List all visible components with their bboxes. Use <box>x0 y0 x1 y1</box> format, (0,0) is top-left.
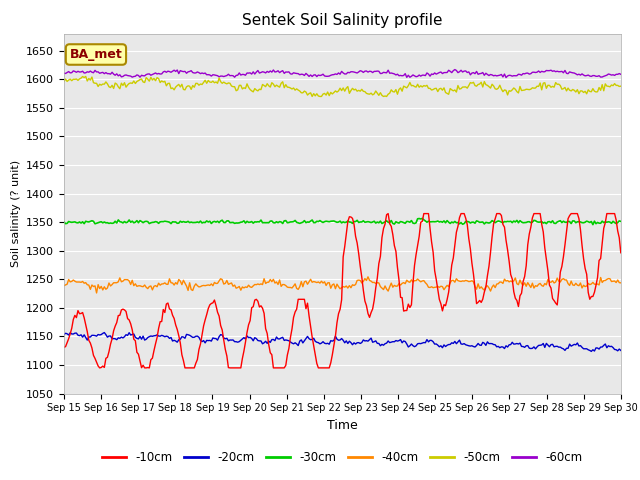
-40cm <box>246 284 254 290</box>
-40cm <box>228 280 236 286</box>
-30cm <box>226 220 234 226</box>
-60cm <box>226 73 234 79</box>
-50cm <box>308 94 316 99</box>
-10cm <box>228 365 236 371</box>
-60cm <box>502 75 510 81</box>
-50cm <box>130 78 138 84</box>
Line: -40cm: -40cm <box>64 277 621 293</box>
-20cm <box>588 348 595 354</box>
-10cm <box>60 345 68 350</box>
-40cm <box>617 280 625 286</box>
-60cm <box>589 72 596 78</box>
-30cm <box>617 218 625 224</box>
-60cm <box>617 72 625 77</box>
-60cm <box>244 70 252 76</box>
-20cm <box>100 330 108 336</box>
-60cm <box>129 74 136 80</box>
-60cm <box>303 72 311 78</box>
-20cm <box>255 338 263 344</box>
-40cm <box>60 283 68 288</box>
-40cm <box>255 282 263 288</box>
-50cm <box>60 78 68 84</box>
-20cm <box>130 331 138 337</box>
-10cm <box>255 304 263 310</box>
-20cm <box>617 348 625 353</box>
-10cm <box>96 365 104 371</box>
-50cm <box>305 91 313 96</box>
Y-axis label: Soil salinity (? unit): Soil salinity (? unit) <box>11 160 20 267</box>
-50cm <box>255 86 263 92</box>
-30cm <box>254 219 262 225</box>
-30cm <box>129 218 136 224</box>
Title: Sentek Soil Salinity profile: Sentek Soil Salinity profile <box>242 13 443 28</box>
-20cm <box>246 335 254 340</box>
-50cm <box>617 83 625 89</box>
-30cm <box>303 219 311 225</box>
Line: -50cm: -50cm <box>64 76 621 96</box>
-10cm <box>617 250 625 256</box>
-10cm <box>305 313 313 319</box>
-10cm <box>384 211 392 216</box>
-30cm <box>419 216 426 221</box>
Line: -30cm: -30cm <box>64 218 621 225</box>
-10cm <box>589 294 596 300</box>
-40cm <box>589 279 596 285</box>
-20cm <box>305 336 313 342</box>
-20cm <box>228 337 236 343</box>
X-axis label: Time: Time <box>327 419 358 432</box>
-20cm <box>589 347 596 353</box>
-50cm <box>589 86 596 92</box>
Text: BA_met: BA_met <box>70 48 122 61</box>
-10cm <box>130 336 138 342</box>
-40cm <box>305 279 313 285</box>
-60cm <box>60 70 68 76</box>
Line: -10cm: -10cm <box>64 214 621 368</box>
-60cm <box>254 68 262 73</box>
-50cm <box>246 86 254 92</box>
-40cm <box>130 283 138 288</box>
Line: -20cm: -20cm <box>64 333 621 351</box>
-40cm <box>364 274 372 280</box>
-10cm <box>246 318 254 324</box>
Line: -60cm: -60cm <box>64 70 621 78</box>
-30cm <box>244 219 252 225</box>
-40cm <box>93 290 100 296</box>
-50cm <box>82 73 90 79</box>
-20cm <box>60 332 68 337</box>
-30cm <box>589 222 596 228</box>
-30cm <box>60 219 68 225</box>
-30cm <box>588 218 595 224</box>
-50cm <box>228 83 236 89</box>
-60cm <box>451 67 459 72</box>
Legend: -10cm, -20cm, -30cm, -40cm, -50cm, -60cm: -10cm, -20cm, -30cm, -40cm, -50cm, -60cm <box>98 446 587 469</box>
